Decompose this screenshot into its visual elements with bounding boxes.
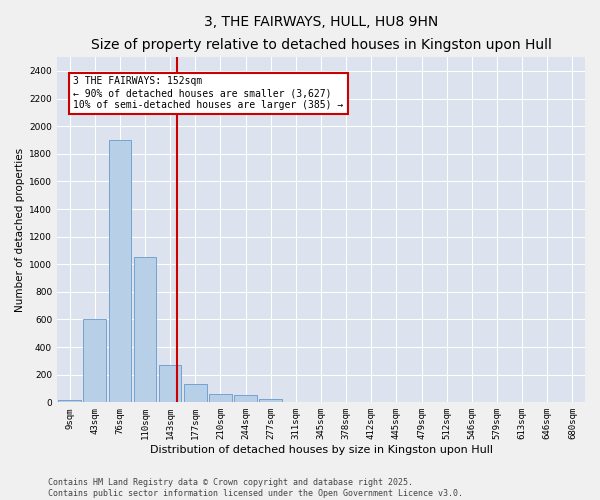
Bar [184,384,206,402]
Text: Contains HM Land Registry data © Crown copyright and database right 2025.
Contai: Contains HM Land Registry data © Crown c… [48,478,463,498]
Text: 3 THE FAIRWAYS: 152sqm
← 90% of detached houses are smaller (3,627)
10% of semi-: 3 THE FAIRWAYS: 152sqm ← 90% of detached… [73,76,344,110]
Bar [234,396,257,402]
Bar [209,394,232,402]
Bar [259,399,282,402]
Title: 3, THE FAIRWAYS, HULL, HU8 9HN
Size of property relative to detached houses in K: 3, THE FAIRWAYS, HULL, HU8 9HN Size of p… [91,15,551,52]
Bar [58,400,81,402]
Y-axis label: Number of detached properties: Number of detached properties [15,148,25,312]
Bar [109,140,131,402]
Bar [159,365,181,403]
X-axis label: Distribution of detached houses by size in Kingston upon Hull: Distribution of detached houses by size … [149,445,493,455]
Bar [134,258,157,402]
Bar [83,320,106,402]
